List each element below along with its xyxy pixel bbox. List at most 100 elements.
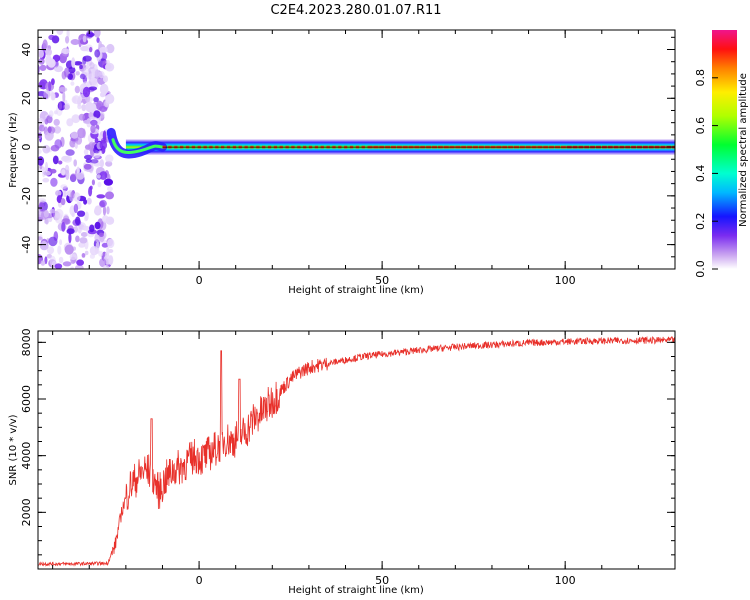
noise-speckle	[78, 242, 86, 248]
noise-speckle	[68, 232, 72, 244]
noise-speckle	[74, 264, 84, 269]
noise-speckle	[91, 179, 95, 186]
spectrogram-ylabel: Frequency (Hz)	[8, 112, 19, 188]
noise-speckle	[102, 205, 107, 216]
noise-speckle	[94, 205, 102, 214]
noise-speckle	[56, 195, 63, 204]
noise-speckle	[38, 49, 44, 58]
noise-speckle	[89, 62, 95, 70]
noise-speckle	[73, 192, 81, 202]
noise-speckle	[83, 119, 92, 124]
noise-speckle	[82, 225, 90, 231]
noise-speckle	[70, 266, 74, 269]
noise-speckle	[55, 190, 62, 197]
noise-speckle	[81, 104, 87, 112]
noise-speckle	[42, 177, 50, 183]
snr-plot-area	[38, 335, 675, 567]
noise-speckle	[93, 30, 101, 38]
noise-speckle	[66, 118, 74, 127]
noise-speckle	[99, 83, 109, 95]
noise-speckle	[93, 110, 101, 119]
colorbar-tick-label: 0.4	[694, 165, 707, 183]
noise-speckle	[71, 114, 81, 124]
snr-ytick-label: 6000	[20, 385, 33, 413]
noise-speckle	[42, 39, 48, 50]
noise-speckle	[65, 149, 75, 156]
noise-speckle	[83, 67, 89, 76]
snr-xtick-label: 100	[555, 574, 576, 587]
noise-speckle	[38, 124, 45, 132]
noise-speckle	[102, 130, 107, 142]
noise-speckle	[75, 71, 80, 76]
noise-speckle	[61, 169, 66, 176]
spectrogram-frame	[37, 29, 676, 270]
noise-speckle	[87, 73, 95, 82]
noise-speckle	[103, 178, 113, 186]
noise-speckle	[89, 224, 95, 233]
noise-speckle	[48, 80, 52, 92]
colorbar-ticks: 0.0 0.2 0.4 0.6 0.8	[694, 69, 718, 278]
noise-speckle	[70, 173, 77, 181]
noise-speckle	[47, 58, 56, 68]
noise-speckle	[78, 113, 85, 121]
snr-ticks: 0 50 100 2000 4000 6000 8000	[20, 328, 676, 587]
noise-speckle	[54, 110, 58, 115]
noise-speckle	[89, 185, 93, 190]
noise-speckle	[46, 115, 53, 124]
noise-speckle	[94, 69, 100, 80]
spectrogram-xtick-label: 100	[555, 274, 576, 287]
noise-speckle	[73, 203, 79, 214]
figure-title: C2E4.2023.280.01.07.R11	[270, 3, 441, 18]
noise-speckle	[53, 126, 62, 134]
noise-speckle	[75, 216, 81, 226]
noise-speckle	[56, 30, 64, 35]
noise-speckle	[64, 244, 74, 255]
noise-speckle	[54, 208, 64, 219]
noise-speckle	[38, 156, 45, 166]
noise-speckle	[106, 186, 113, 192]
noise-speckle	[98, 250, 104, 257]
noise-speckle	[84, 250, 89, 256]
noise-speckle	[94, 49, 101, 58]
colorbar-tick-label: 0.6	[694, 117, 707, 135]
noise-speckle	[61, 48, 70, 55]
noise-speckle	[58, 256, 64, 264]
noise-speckle	[105, 154, 114, 163]
noise-speckle	[65, 169, 70, 181]
noise-speckle	[105, 160, 113, 167]
noise-speckle	[68, 66, 76, 74]
spectrogram-xlabel: Height of straight line (km)	[288, 285, 424, 296]
snr-xtick-label: 0	[196, 574, 203, 587]
noise-speckle	[82, 55, 92, 62]
noise-speckle	[52, 155, 59, 165]
noise-speckle	[51, 92, 56, 101]
noise-speckle	[94, 82, 99, 88]
noise-speckle	[83, 81, 89, 88]
noise-speckle	[73, 159, 77, 167]
noise-speckle	[64, 102, 70, 111]
noise-speckle	[65, 36, 70, 44]
noise-speckle	[90, 124, 96, 134]
noise-speckle	[69, 253, 78, 261]
spectrogram-ytick-label: 40	[20, 43, 33, 57]
noise-speckle	[58, 160, 63, 165]
noise-speckle	[93, 152, 101, 159]
noise-speckle	[38, 236, 43, 241]
noise-speckle	[77, 127, 86, 139]
noise-speckle	[98, 71, 105, 79]
noise-speckle	[48, 110, 54, 118]
colorbar-tick-label: 0.2	[694, 212, 707, 230]
noise-speckle	[71, 95, 82, 105]
noise-speckle	[48, 34, 55, 41]
noise-speckle	[96, 100, 104, 111]
noise-speckle	[83, 163, 92, 170]
noise-speckle	[58, 87, 68, 92]
colorbar: 0.0 0.2 0.4 0.6 0.8 Normalized spectral ampl…	[694, 30, 749, 278]
noise-speckle	[53, 65, 64, 73]
snr-ytick-label: 4000	[20, 442, 33, 470]
noise-speckle	[107, 218, 114, 223]
noise-speckle	[85, 101, 94, 113]
noise-speckle	[60, 198, 66, 206]
noise-speckle	[70, 191, 74, 199]
